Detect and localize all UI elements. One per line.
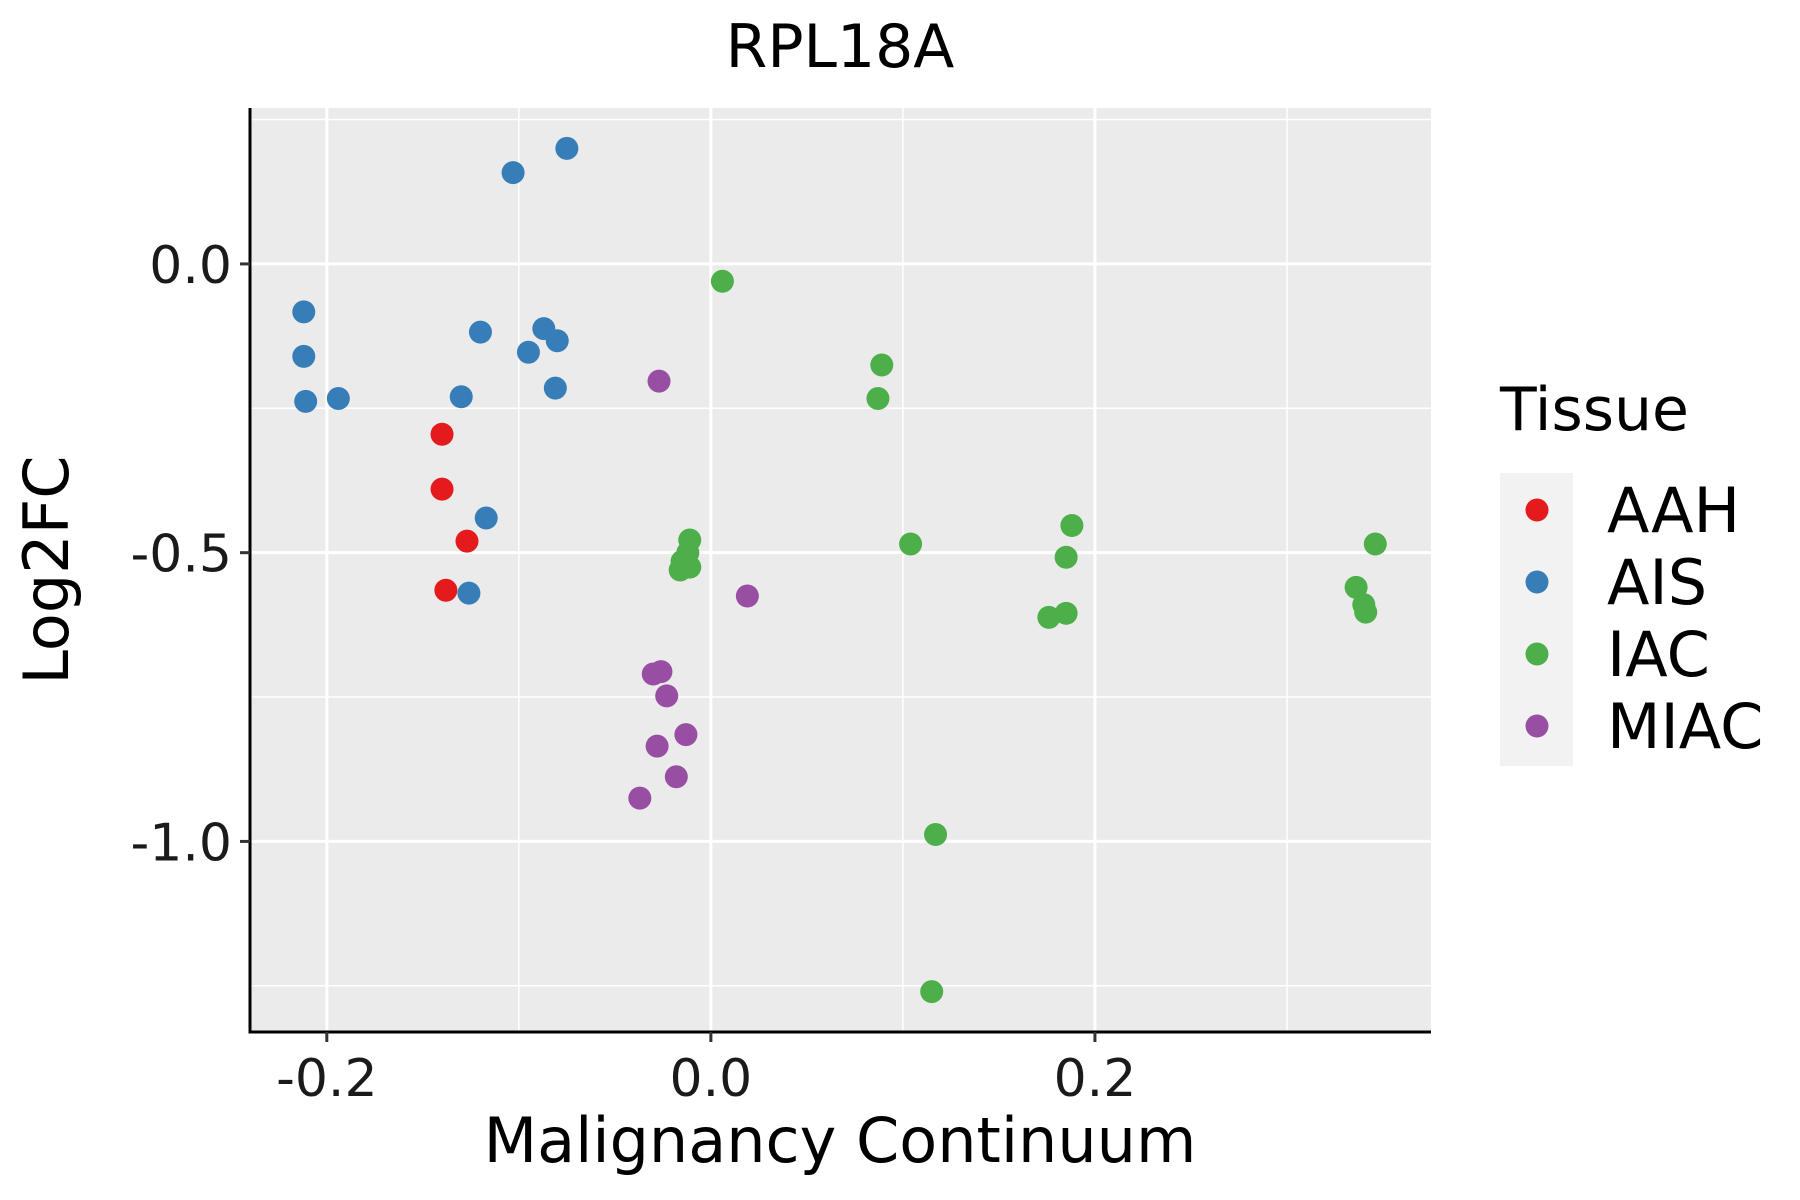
major-gridlines: [250, 108, 1431, 1032]
point-ais: [449, 385, 473, 409]
point-iac: [899, 532, 923, 556]
point-iac: [1037, 605, 1061, 629]
point-ais: [501, 161, 525, 185]
point-iac: [678, 555, 702, 579]
y-tick-label: 0.0: [149, 236, 232, 296]
point-aah: [430, 477, 454, 501]
legend-key-aah: [1525, 498, 1549, 522]
y-tick-label: -1.0: [131, 813, 232, 873]
point-ais: [292, 300, 316, 324]
point-miac: [649, 660, 673, 684]
legend-label-ais: AIS: [1607, 546, 1707, 619]
legend-label-aah: AAH: [1607, 474, 1740, 547]
point-ais: [292, 344, 316, 368]
point-miac: [664, 765, 688, 789]
point-iac: [1054, 545, 1078, 569]
point-ais: [474, 506, 498, 530]
point-iac: [1060, 514, 1084, 538]
y-tick-label: -0.5: [131, 525, 232, 585]
legend-key-iac: [1525, 642, 1549, 666]
point-miac: [655, 684, 679, 708]
point-ais: [294, 389, 318, 413]
point-iac: [1354, 600, 1378, 624]
point-iac: [870, 353, 894, 377]
legend-key-ais: [1525, 570, 1549, 594]
axis-ticks: -0.2 0.0 0.2 0.0 -0.5 -1.0: [131, 236, 1137, 1109]
point-aah: [434, 578, 458, 602]
legend-key-miac: [1525, 714, 1549, 738]
point-ais: [555, 136, 579, 160]
x-tick-label: 0.0: [670, 1049, 753, 1109]
x-axis-label: Malignancy Continuum: [484, 1104, 1197, 1177]
point-iac: [920, 980, 944, 1004]
point-iac: [1054, 601, 1078, 625]
point-ais: [543, 376, 567, 400]
legend-title: Tissue: [1499, 375, 1689, 445]
point-miac: [674, 723, 698, 747]
point-aah: [455, 529, 479, 553]
point-iac: [1363, 532, 1387, 556]
point-miac: [645, 734, 669, 758]
minor-gridlines: [250, 108, 1431, 1032]
y-axis-label: Log2FC: [10, 455, 83, 684]
point-iac: [710, 269, 734, 293]
x-tick-label: -0.2: [276, 1049, 377, 1109]
data-points: [292, 136, 1387, 1004]
chart-title: RPL18A: [726, 12, 955, 82]
point-aah: [430, 422, 454, 446]
point-iac: [866, 386, 890, 410]
point-ais: [326, 386, 350, 410]
point-iac: [924, 822, 948, 846]
legend-label-miac: MIAC: [1607, 690, 1763, 763]
point-iac: [1344, 575, 1368, 599]
point-miac: [735, 584, 759, 608]
point-miac: [647, 369, 671, 393]
point-ais: [516, 340, 540, 364]
x-tick-label: 0.2: [1054, 1049, 1137, 1109]
point-ais: [545, 329, 569, 353]
point-miac: [628, 786, 652, 810]
point-ais: [468, 320, 492, 344]
point-ais: [457, 581, 481, 605]
legend-label-iac: IAC: [1607, 618, 1710, 691]
plot-panel: [250, 108, 1431, 1032]
